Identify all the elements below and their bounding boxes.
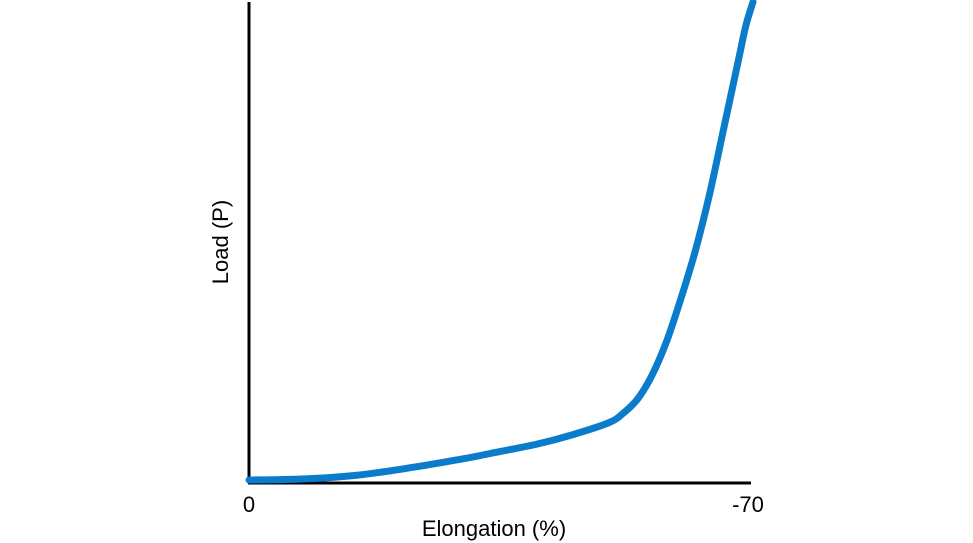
y-axis-title: Load (P) (208, 200, 233, 284)
series-line-0 (245, 0, 757, 484)
x-tick-label-end: -70 (732, 492, 764, 517)
series-layer (245, 0, 757, 484)
x-axis-title: Elongation (%) (422, 516, 566, 541)
x-tick-label-start: 0 (243, 492, 255, 517)
axes (247, 2, 751, 485)
